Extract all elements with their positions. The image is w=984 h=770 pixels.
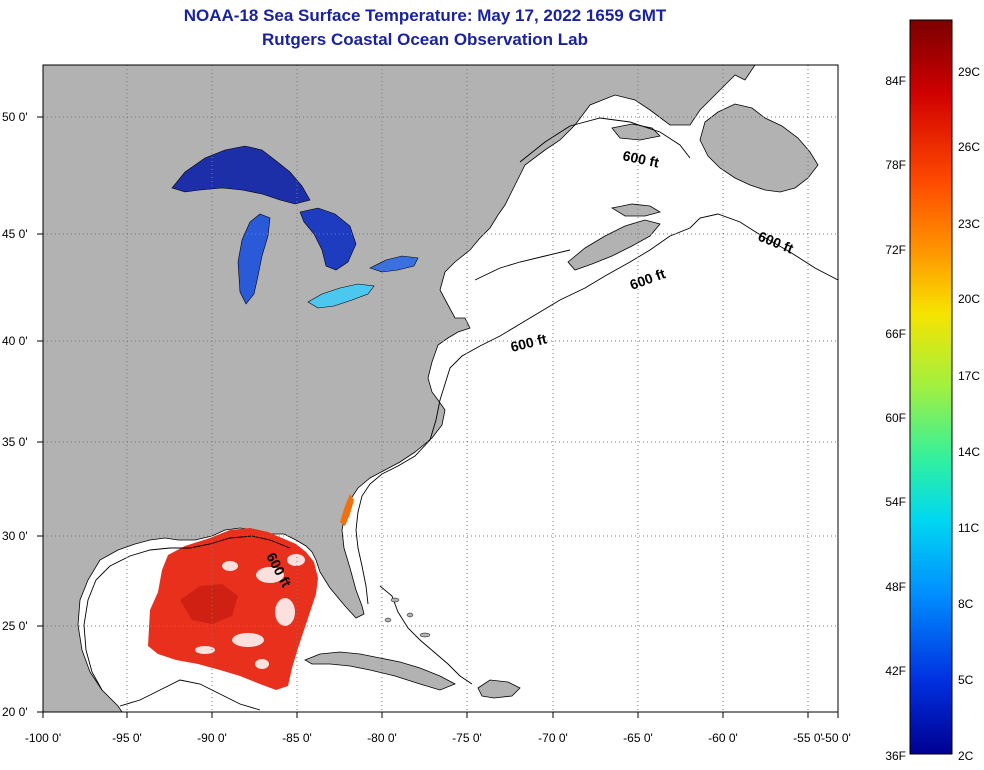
land-north-america [43, 65, 756, 712]
isobath-label: 600 ft [621, 147, 660, 170]
land-nova-scotia [567, 219, 661, 271]
fahrenheit-label: 60F [885, 411, 906, 425]
lon-label: -80 0' [367, 731, 397, 745]
land-newfoundland [699, 103, 819, 193]
lat-label: 45 0' [2, 227, 28, 241]
fahrenheit-label: 42F [885, 664, 906, 678]
lon-label: -85 0' [282, 731, 312, 745]
longitude-labels: -100 0' -95 0' -90 0' -85 0' -80 0' -75 … [25, 731, 851, 745]
lake-michigan-sst [237, 213, 271, 305]
lake-ontario-sst [369, 255, 419, 273]
lon-label: -55 0' [793, 731, 823, 745]
lon-label: -65 0' [623, 731, 653, 745]
celsius-label: 26C [958, 140, 980, 154]
latitude-labels: 20 0' 25 0' 30 0' 35 0' 40 0' 45 0' 50 0… [2, 110, 28, 719]
lon-label: -60 0' [708, 731, 738, 745]
map-frame [42, 64, 839, 713]
map-title: NOAA-18 Sea Surface Temperature: May 17,… [183, 6, 667, 25]
land-hispaniola [477, 679, 521, 699]
celsius-label: 14C [958, 445, 980, 459]
celsius-label: 20C [958, 292, 980, 306]
atlantic-sst-patch [340, 494, 354, 526]
land-pei [610, 203, 662, 217]
lon-label: -100 0' [25, 731, 61, 745]
colorbar-celsius-labels: 29C 26C 23C 20C 17C 14C 11C 8C 5C 2C [958, 65, 980, 763]
map-subtitle: Rutgers Coastal Ocean Observation Lab [262, 30, 588, 49]
land-cuba [304, 651, 456, 691]
lake-huron-sst [299, 207, 357, 271]
fahrenheit-label: 78F [885, 158, 906, 172]
lat-label: 50 0' [2, 110, 28, 124]
lat-label: 25 0' [2, 619, 28, 633]
lat-label: 40 0' [2, 334, 28, 348]
celsius-label: 8C [958, 597, 974, 611]
lon-label: -95 0' [112, 731, 142, 745]
lake-superior-sst [171, 145, 311, 205]
fahrenheit-label: 54F [885, 495, 906, 509]
fahrenheit-label: 84F [885, 74, 906, 88]
lon-label: -70 0' [538, 731, 568, 745]
lake-erie-sst [307, 283, 375, 309]
axis-ticks [37, 116, 839, 718]
colorbar [909, 19, 953, 755]
grid-lines [43, 65, 838, 712]
celsius-label: 29C [958, 65, 980, 79]
lon-label: -90 0' [197, 731, 227, 745]
lat-label: 20 0' [2, 705, 28, 719]
fahrenheit-label: 72F [885, 243, 906, 257]
celsius-label: 5C [958, 673, 974, 687]
fahrenheit-label: 36F [885, 749, 906, 763]
celsius-label: 2C [958, 749, 974, 763]
lon-label: -75 0' [452, 731, 482, 745]
lat-label: 30 0' [2, 529, 28, 543]
fahrenheit-label: 48F [885, 580, 906, 594]
lon-label: -50 0' [821, 731, 851, 745]
lat-label: 35 0' [2, 435, 28, 449]
colorbar-fahrenheit-labels: 84F 78F 72F 66F 60F 54F 48F 42F 36F [885, 74, 906, 763]
celsius-label: 11C [958, 521, 979, 535]
gulf-sst-dark [180, 584, 238, 624]
celsius-label: 23C [958, 217, 980, 231]
celsius-label: 17C [958, 369, 980, 383]
fahrenheit-label: 66F [885, 327, 906, 341]
